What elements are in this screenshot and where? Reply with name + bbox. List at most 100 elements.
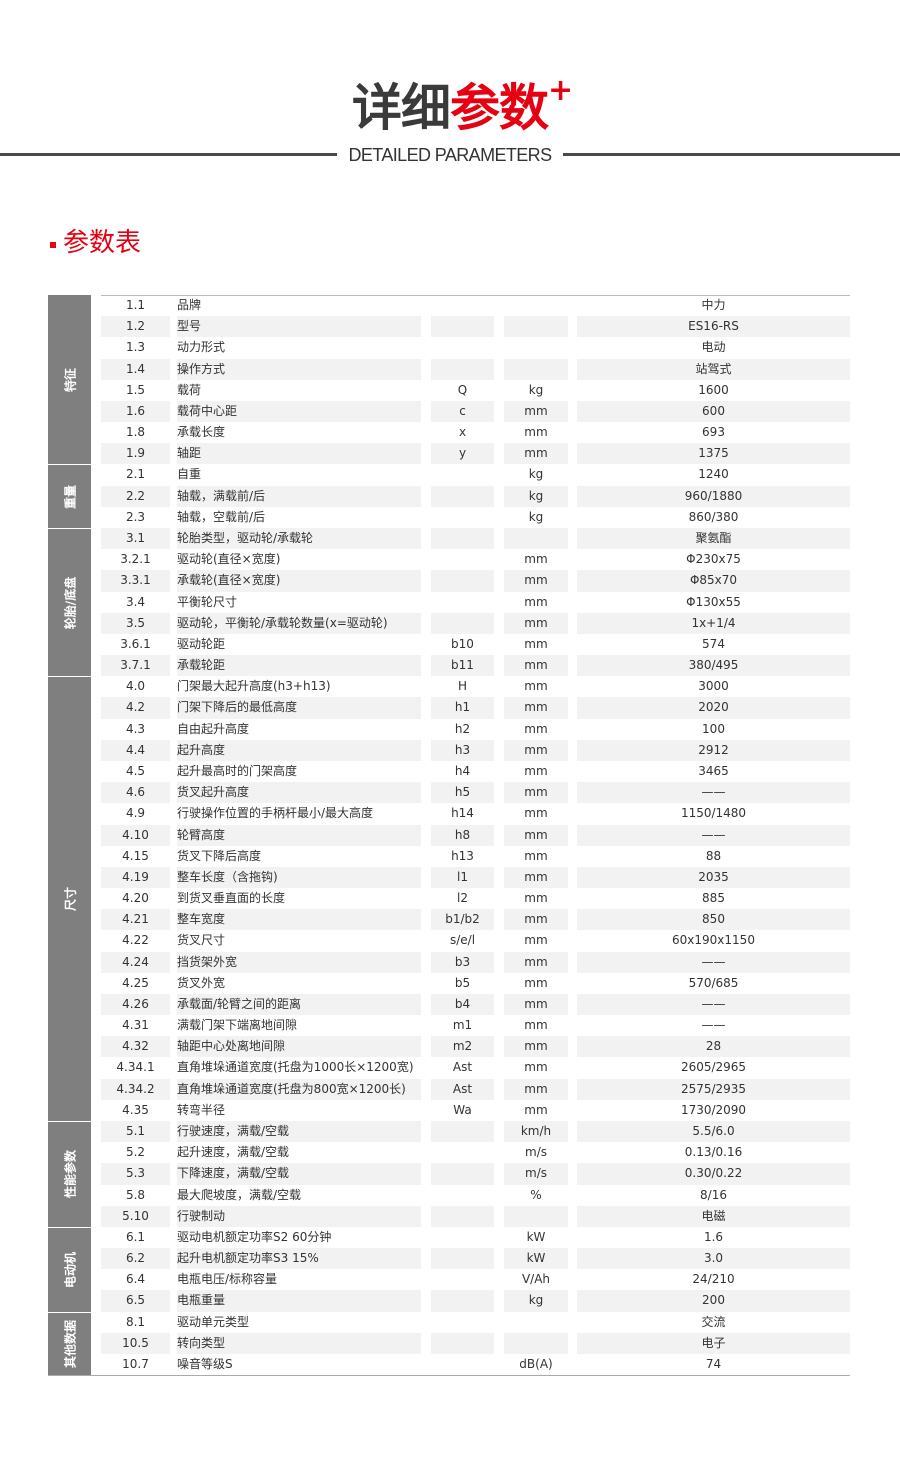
table-row: 4.25 货叉外宽 b5 mm 570/685 [101,973,850,994]
item-symbol [431,549,494,570]
table-row: 3.7.1 承载轮距 b11 mm 380/495 [101,655,850,677]
item-unit: mm [504,866,568,889]
item-symbol [431,337,494,358]
item-value: 200 [577,1290,850,1312]
item-unit: mm [524,763,548,778]
item-unit [504,527,568,550]
table-row: 6.2 起升电机额定功率S3 15% kW 3.0 [101,1248,850,1270]
item-number: 6.2 [101,1248,170,1270]
item-value: —— [577,993,850,1016]
group-label: 性能参数 [63,1150,77,1199]
item-unit: kg [528,509,544,524]
item-number: 4.3 [125,721,146,736]
item-symbol [431,507,494,528]
table-row: 1.6 载荷中心距 c mm 600 [101,400,850,423]
item-symbol: x [458,425,467,440]
item-name: 操作方式 [177,358,421,380]
item-symbol [431,527,494,550]
item-value: 3465 [698,763,729,778]
item-unit: mm [524,679,548,694]
group-label: 尺寸 [63,887,77,912]
item-name: 起升最高时的门架高度 [177,763,298,778]
item-symbol: b11 [431,655,494,677]
item-name: 下降速度，满载/空载 [177,1163,421,1185]
table-row: 4.4 起升高度 h3 mm 2912 [101,739,850,761]
item-unit: mm [504,1078,568,1100]
item-number: 3.7.1 [101,655,170,677]
item-value: 1.6 [703,1229,724,1244]
item-number: 6.1 [125,1229,146,1244]
table-row: 1.4 操作方式 站驾式 [101,358,850,380]
item-number: 4.35 [122,1102,149,1117]
item-name: 满载门架下端离地间隙 [177,1018,298,1033]
item-unit: dB(A) [519,1357,553,1371]
item-number: 1.2 [101,316,170,338]
item-name: 自重 [177,467,202,482]
item-number: 4.0 [125,679,146,694]
item-symbol [431,1227,494,1248]
item-value: 28 [577,1036,850,1058]
item-name: 门架下降后的最低高度 [177,697,421,719]
item-name: 行驶制动 [177,1205,421,1227]
item-symbol [431,1312,494,1333]
item-symbol: b5 [454,975,471,990]
item-symbol [431,1332,494,1354]
item-number: 3.1 [101,527,170,550]
table-row: 10.7 噪音等级S dB(A) 74 [101,1354,850,1375]
group-6: 其他数据 [48,1312,91,1376]
item-unit: mm [504,782,568,804]
item-name: 货叉下降后高度 [177,848,262,863]
table-row: 4.32 轴距中心处离地间隙 m2 mm 28 [101,1036,850,1058]
item-number: 3.2.1 [120,552,151,567]
item-number: 5.1 [101,1121,170,1143]
item-value: 电磁 [577,1205,850,1227]
title-red: 参数 [450,79,549,137]
table-row: 4.22 货叉尺寸 s/e/l mm 60x190x1150 [101,930,850,951]
item-name: 行驶速度，满载/空载 [177,1121,421,1143]
item-name: 轮胎类型，驱动轮/承载轮 [177,527,421,550]
item-number: 1.1 [125,298,146,312]
item-name: 平衡轮尺寸 [177,594,238,609]
item-symbol [431,295,494,316]
item-symbol [431,592,494,613]
item-unit: % [530,1187,542,1202]
table-row: 1.3 动力形式 电动 [101,337,850,358]
item-symbol: b10 [451,636,474,651]
item-name: 起升速度，满载/空载 [177,1145,290,1160]
item-symbol: Wa [453,1102,472,1117]
item-value: 88 [705,848,722,863]
table-row: 4.3 自由起升高度 h2 mm 100 [101,719,850,740]
group-3: 尺寸 [48,677,91,1121]
table-row: 4.6 货叉起升高度 h5 mm —— [101,782,850,804]
item-name: 驱动轮，平衡轮/承载轮数量(x=驱动轮) [177,612,421,634]
group-label: 其他数据 [63,1319,77,1368]
item-name: 载荷 [177,382,202,397]
item-unit: m/s [525,1145,547,1160]
item-value: 74 [705,1357,722,1371]
item-unit: mm [504,400,568,423]
item-name: 噪音等级S [177,1357,233,1371]
group-label: 特征 [63,367,77,392]
item-number: 4.10 [101,824,170,846]
item-symbol: Ast [431,1078,494,1100]
item-number: 4.34.1 [116,1060,155,1075]
group-4: 性能参数 [48,1122,91,1227]
title-dark: 详细 [352,79,451,137]
item-value: —— [701,1018,726,1033]
item-unit: mm [524,425,548,440]
table-top-border [101,295,850,296]
group-2: 轮胎/底盘 [48,528,91,677]
item-name: 转弯半径 [177,1102,226,1117]
item-symbol [431,1205,494,1227]
item-number: 4.34.2 [101,1078,170,1100]
group-label: 重量 [63,484,77,509]
item-value: 2912 [577,739,850,761]
table-row: 1.1 品牌 中力 [101,295,850,316]
item-name: 电瓶电压/标称容量 [177,1272,278,1287]
item-number: 8.1 [125,1314,146,1329]
item-name: 轴距中心处离地间隙 [177,1036,421,1058]
item-number: 3.5 [101,612,170,634]
item-number: 4.25 [122,975,149,990]
item-number: 4.19 [101,866,170,889]
item-number: 3.6.1 [120,636,151,651]
